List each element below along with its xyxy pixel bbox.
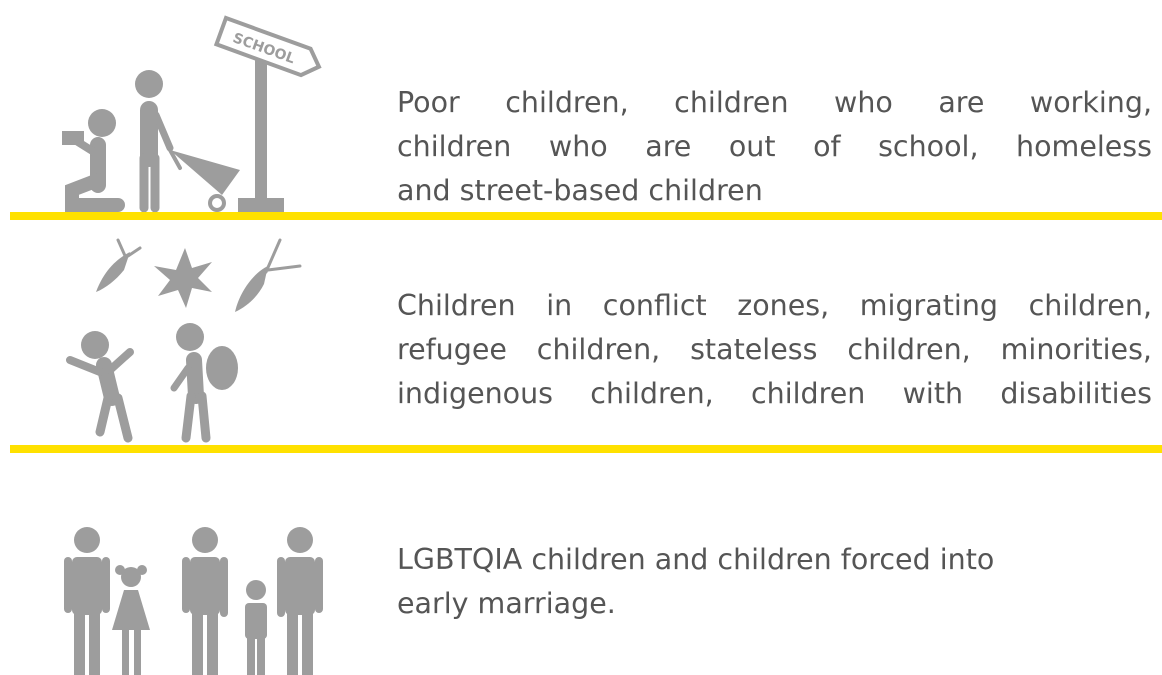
icon-working-children: SCHOOL xyxy=(62,18,324,212)
icon-families xyxy=(64,527,323,675)
icon-conflict-children xyxy=(70,240,300,438)
text-line: LGBTQIA children and children forced int… xyxy=(397,538,1152,582)
family-figure xyxy=(64,527,110,675)
text-line: refugee children, stateless children, mi… xyxy=(397,328,1152,372)
row-text: Children in conflict zones, migrating ch… xyxy=(397,284,1152,416)
text-line: children who are out of school, homeless xyxy=(397,125,1152,169)
text-line: early marriage. xyxy=(397,582,1152,626)
text-line: indigenous children, children with disab… xyxy=(397,372,1152,416)
text-line: and street-based children xyxy=(397,169,1152,213)
icons: SCHOOL xyxy=(0,0,380,675)
divider xyxy=(10,212,1162,220)
row-text: LGBTQIA children and children forced int… xyxy=(397,538,1152,626)
text-line: Children in conflict zones, migrating ch… xyxy=(397,284,1152,328)
divider xyxy=(10,445,1162,453)
page: SCHOOL xyxy=(0,0,1162,675)
text-line: Poor children, children who are working, xyxy=(397,81,1152,125)
row-text: Poor children, children who are working,… xyxy=(397,81,1152,213)
